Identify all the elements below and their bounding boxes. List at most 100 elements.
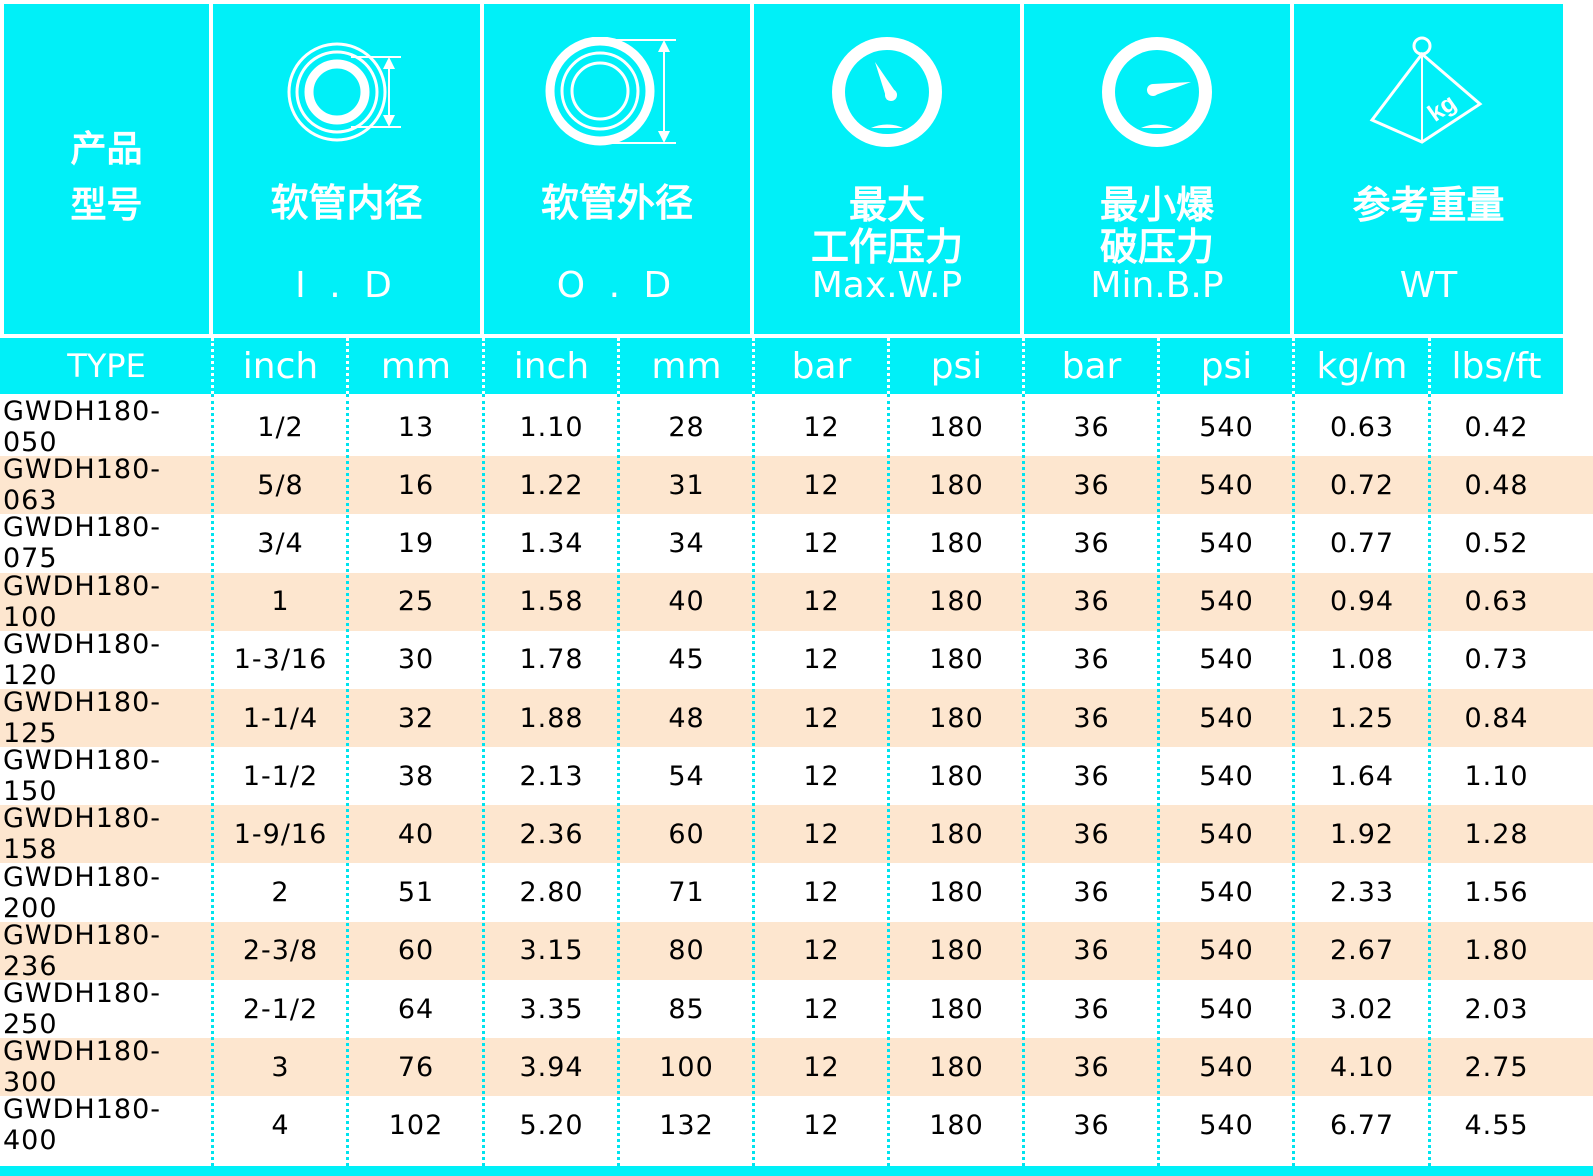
cell-od-mm: 100 (659, 1051, 714, 1083)
cell-wp-psi: 180 (929, 1109, 984, 1141)
cell-od-inch: 1.58 (519, 586, 584, 618)
cell-type: GWDH180-150 (3, 745, 161, 808)
cell-id-inch: 3 (271, 1051, 290, 1083)
cell-wp-bar: 12 (803, 1109, 840, 1141)
cell-od-inch: 1.34 (519, 527, 584, 559)
cell-bp-psi: 540 (1199, 993, 1254, 1025)
cell-id-inch: 1-9/16 (233, 818, 328, 850)
column-divider (752, 394, 755, 1166)
table-row: GWDH180-075 3/4 19 1.34 34 12 180 36 540 0.77 0.52 (0, 512, 1593, 574)
cell-wp-psi: 180 (929, 935, 984, 967)
cell-bp-psi: 540 (1199, 935, 1254, 967)
cell-wp-bar: 12 (803, 993, 840, 1025)
unit-divider (1157, 338, 1160, 394)
cell-wt-lbsft: 2.75 (1464, 1051, 1529, 1083)
cell-bp-bar: 36 (1073, 818, 1110, 850)
cell-bp-psi: 540 (1199, 877, 1254, 909)
cell-od-mm: 48 (668, 702, 705, 734)
cell-wp-bar: 12 (803, 586, 840, 618)
cell-bp-bar: 36 (1073, 993, 1110, 1025)
cell-od-mm: 45 (668, 644, 705, 676)
header-bp-cell: 最小爆 破压力 Min.B.P (1024, 4, 1290, 334)
unit-divider (1292, 338, 1295, 394)
cell-wp-psi: 180 (929, 702, 984, 734)
unit-od-inch: inch (513, 345, 590, 387)
unit-type: TYPE (67, 347, 146, 385)
cell-id-mm: 51 (397, 877, 435, 909)
cell-type: GWDH180-236 (3, 919, 161, 982)
unit-id-inch: inch (242, 345, 319, 387)
cell-id-mm: 25 (397, 586, 435, 618)
header-od-cn: 软管外径 (540, 181, 693, 225)
cell-od-mm: 31 (668, 469, 705, 501)
cell-id-inch: 1-1/4 (242, 702, 319, 734)
cell-od-mm: 34 (668, 527, 705, 559)
cell-od-mm: 54 (668, 760, 705, 792)
outer-diameter-icon (484, 24, 750, 159)
header-bp-cn-line2: 破压力 (1099, 225, 1214, 269)
pressure-gauge-icon (754, 24, 1020, 159)
cell-id-inch: 5/8 (257, 469, 304, 501)
cell-wt-kgm: 0.77 (1329, 527, 1395, 559)
cell-type: GWDH180-400 (3, 1094, 161, 1157)
unit-divider (887, 338, 890, 394)
cell-wp-bar: 12 (803, 469, 840, 501)
cell-od-inch: 3.94 (519, 1051, 584, 1083)
cell-bp-psi: 540 (1199, 644, 1254, 676)
cell-wt-kgm: 0.94 (1329, 586, 1395, 618)
table-row: GWDH180-200 2 51 2.80 71 12 180 36 540 2.33 1.56 (0, 862, 1593, 924)
cell-wt-kgm: 1.64 (1329, 760, 1395, 792)
cell-type: GWDH180-300 (3, 1036, 161, 1099)
cell-wp-bar: 12 (803, 527, 840, 559)
cell-id-inch: 1-1/2 (242, 760, 319, 792)
header-bp-en: Min.B.P (1090, 265, 1224, 306)
cell-id-inch: 2 (271, 877, 290, 909)
burst-gauge-icon (1024, 24, 1290, 159)
unit-wt-kgm: kg/m (1316, 345, 1408, 387)
cell-type: GWDH180-250 (3, 978, 161, 1040)
cell-wp-bar: 12 (803, 935, 840, 967)
header-wp-cell: 最大 工作压力 Max.W.P (754, 4, 1020, 334)
column-divider (1157, 394, 1160, 1166)
cell-type: GWDH180-100 (3, 570, 161, 633)
bottom-bar (0, 1166, 1593, 1176)
cell-od-mm: 60 (668, 818, 705, 850)
table-row: GWDH180-120 1-3/16 30 1.78 45 12 180 36 540 1.08 0… (0, 629, 1593, 691)
cell-wp-psi: 180 (929, 469, 984, 501)
cell-wt-kgm: 1.25 (1329, 702, 1395, 734)
cell-wt-lbsft: 0.73 (1464, 644, 1529, 676)
cell-wt-lbsft: 1.28 (1464, 818, 1529, 850)
table-row: GWDH180-150 1-1/2 38 2.13 54 12 180 36 540 1.64 1.… (0, 745, 1593, 808)
cell-type: GWDH180-050 (3, 396, 161, 458)
cell-id-mm: 19 (397, 527, 435, 559)
cell-bp-psi: 540 (1199, 411, 1254, 443)
cell-wp-psi: 180 (929, 993, 984, 1025)
column-divider (1022, 394, 1025, 1166)
table-row: GWDH180-400 4 102 5.20 132 12 180 36 540 6.77 4.55 (0, 1094, 1593, 1157)
cell-wt-lbsft: 0.48 (1464, 469, 1529, 501)
cell-wp-bar: 12 (803, 411, 840, 443)
cell-wt-lbsft: 4.55 (1464, 1109, 1529, 1141)
cell-bp-bar: 36 (1073, 411, 1110, 443)
cell-wt-lbsft: 2.03 (1464, 993, 1529, 1025)
unit-divider (1428, 338, 1431, 394)
cell-wp-bar: 12 (803, 877, 840, 909)
cell-od-mm: 80 (668, 935, 705, 967)
cell-wt-kgm: 6.77 (1329, 1109, 1395, 1141)
unit-row: TYPE inch mm inch mm bar psi bar psi kg/… (0, 338, 1563, 394)
table-row: GWDH180-125 1-1/4 32 1.88 48 12 180 36 540 1.25 0.… (0, 687, 1593, 749)
unit-wp-psi: psi (930, 345, 983, 387)
cell-wt-lbsft: 0.52 (1464, 527, 1529, 559)
cell-od-mm: 71 (668, 877, 705, 909)
cell-bp-psi: 540 (1199, 702, 1254, 734)
header-bp-cn-line1: 最小爆 (1099, 183, 1214, 227)
cell-bp-bar: 36 (1073, 586, 1110, 618)
cell-wt-lbsft: 0.42 (1464, 411, 1529, 443)
table-row: GWDH180-050 1/2 13 1.10 28 12 180 36 540 0.63 0.42 (0, 396, 1593, 458)
cell-bp-psi: 540 (1199, 818, 1254, 850)
column-divider (1292, 394, 1295, 1166)
cell-bp-psi: 540 (1199, 760, 1254, 792)
column-divider (346, 394, 349, 1166)
unit-divider (346, 338, 349, 394)
cell-type: GWDH180-063 (3, 454, 161, 517)
